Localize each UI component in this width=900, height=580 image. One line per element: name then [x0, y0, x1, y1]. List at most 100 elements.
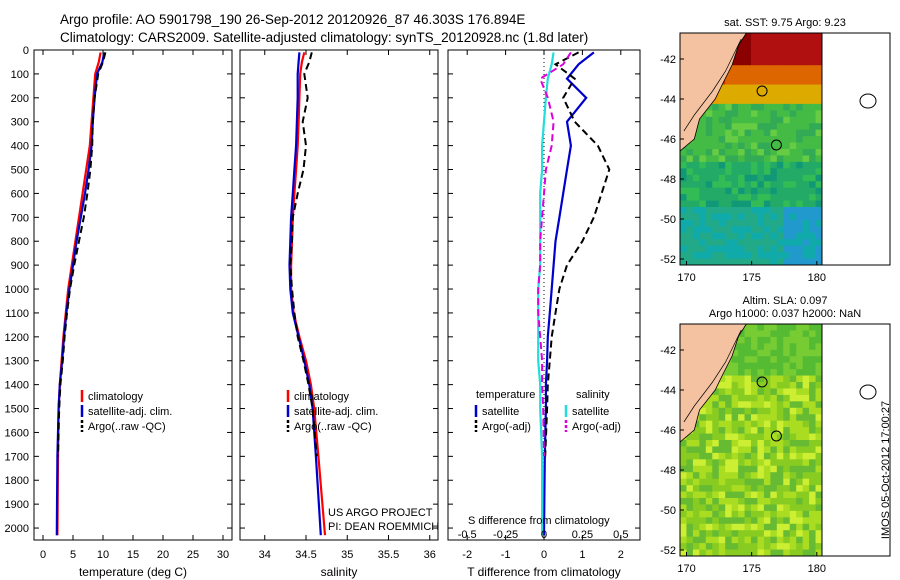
map-cell: [815, 356, 823, 364]
map-cell: [757, 129, 765, 137]
map-cell: [680, 543, 687, 550]
map-cell: [776, 485, 784, 492]
map-cell: [770, 239, 778, 247]
map-cell: [712, 388, 720, 396]
bathymetry-contour: [683, 38, 742, 132]
map-cell: [705, 543, 713, 550]
map-cell: [776, 194, 784, 201]
map-cell: [796, 258, 804, 266]
map-cell: [789, 258, 797, 266]
map-cell: [744, 549, 752, 557]
map-cell: [783, 427, 791, 434]
map-cell: [744, 245, 752, 253]
map-cell: [783, 504, 791, 512]
map-cell: [776, 407, 784, 415]
map-cell: [718, 226, 726, 234]
map-cell: [731, 181, 739, 189]
map-cell: [751, 91, 758, 98]
map-cell: [757, 375, 765, 383]
map-cell: [731, 382, 739, 389]
map-cell: [809, 543, 816, 550]
map-cell: [802, 84, 810, 92]
map-cell: [757, 510, 765, 518]
map-cell: [763, 78, 771, 85]
map-lat-tick-label: -48: [660, 465, 676, 477]
map-cell: [680, 232, 687, 240]
map-cell: [731, 155, 739, 163]
map-cell: [796, 536, 804, 544]
map-cell: [815, 446, 823, 454]
map-cell: [815, 394, 823, 402]
map-cell: [692, 530, 700, 538]
map-cell: [802, 78, 810, 85]
map-lon-tick-label: 180: [808, 563, 826, 575]
map-cell: [809, 91, 816, 98]
map-cell: [731, 110, 739, 118]
map-cell: [744, 71, 752, 79]
map-cell: [796, 142, 804, 150]
map-cell: [783, 65, 791, 73]
map-cell: [680, 219, 687, 227]
map-cell: [757, 174, 765, 182]
map-cell: [783, 356, 791, 364]
map-cell: [731, 485, 739, 492]
map-cell: [718, 149, 726, 156]
map-cell: [796, 523, 804, 531]
map-cell: [705, 414, 713, 422]
map-cell: [815, 523, 823, 531]
map-cell: [731, 136, 739, 143]
map-cell: [751, 549, 758, 557]
map-cell: [738, 45, 745, 53]
map-cell: [789, 369, 797, 376]
map-cell: [751, 207, 758, 214]
salinity-xtick-label: 34.5: [295, 549, 316, 561]
map-cell: [725, 71, 733, 79]
map-cell: [680, 459, 687, 467]
map-cell: [796, 103, 804, 111]
map-cell: [776, 168, 784, 176]
map-lon-tick-label: 170: [677, 563, 695, 575]
map-cell: [789, 330, 797, 338]
map-cell: [763, 232, 771, 240]
map-cell: [789, 517, 797, 525]
map-cell: [718, 485, 726, 492]
map-cell: [699, 116, 707, 124]
map-cell: [731, 356, 739, 364]
map-cell: [731, 452, 739, 460]
map-cell: [686, 485, 694, 492]
map-cell: [725, 258, 733, 266]
map-cell: [815, 369, 823, 376]
map-cell: [815, 232, 823, 240]
map-cell: [789, 45, 797, 53]
map-cell: [770, 219, 778, 227]
sla-map-title: Argo h1000: 0.037 h2000: NaN: [709, 308, 861, 320]
map-cell: [692, 440, 700, 447]
map-cell: [725, 174, 733, 182]
map-cell: [712, 219, 720, 227]
map-cell: [815, 161, 823, 169]
map-cell: [725, 219, 733, 227]
map-cell: [744, 187, 752, 195]
map-cell: [718, 517, 726, 525]
map-cell: [776, 258, 784, 266]
map-cell: [815, 84, 823, 92]
map-cell: [738, 142, 745, 150]
map-cell: [783, 136, 791, 143]
map-cell: [802, 530, 810, 538]
map-cell: [738, 103, 745, 111]
map-cell: [731, 142, 739, 150]
map-cell: [725, 407, 733, 415]
map-cell: [738, 207, 745, 214]
map-cell: [751, 142, 758, 150]
map-cell: [680, 491, 687, 499]
map-cell: [802, 375, 810, 383]
map-cell: [802, 194, 810, 201]
map-cell: [725, 414, 733, 422]
map-cell: [770, 91, 778, 98]
map-cell: [744, 498, 752, 505]
map-cell: [725, 116, 733, 124]
map-cell: [744, 452, 752, 460]
map-cell: [725, 549, 733, 557]
map-cell: [751, 369, 758, 376]
map-cell: [815, 517, 823, 525]
